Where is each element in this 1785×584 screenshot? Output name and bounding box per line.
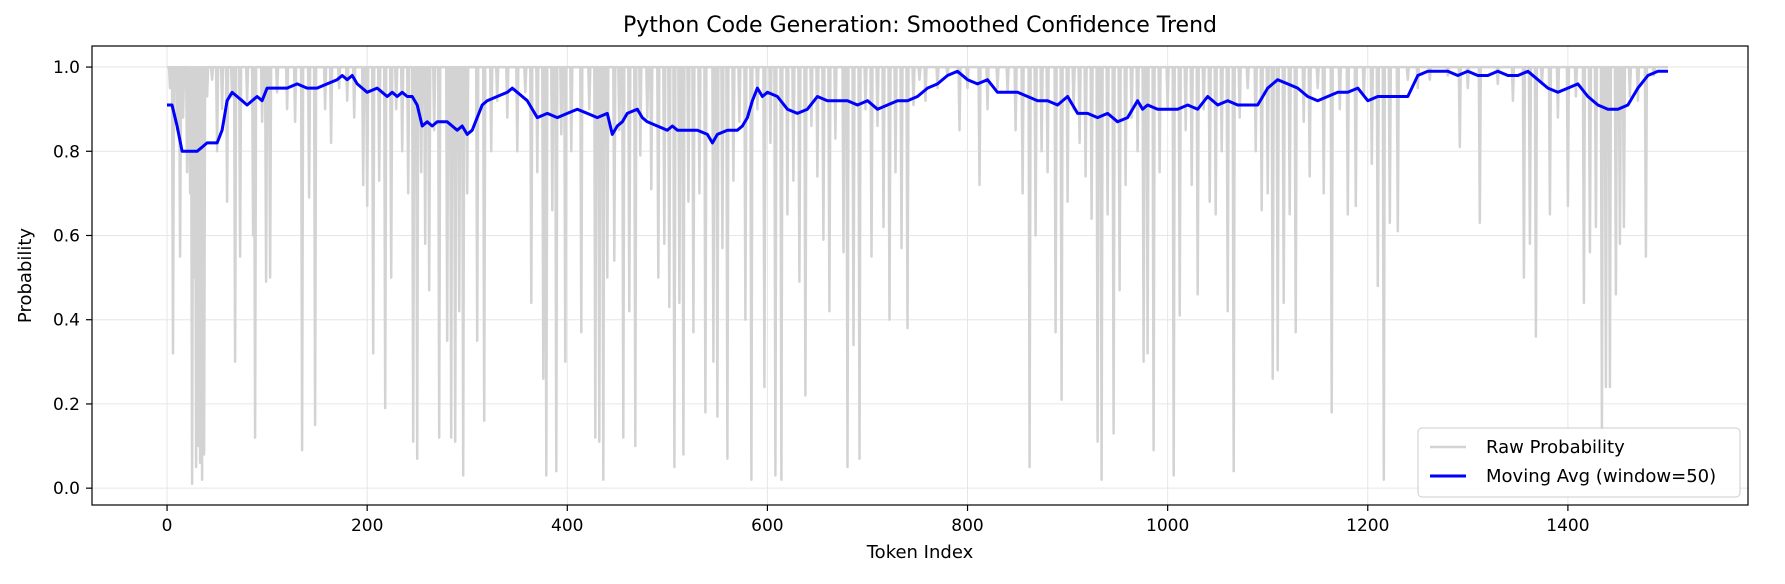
x-tick-label: 400 bbox=[551, 516, 583, 536]
y-tick-label: 1.0 bbox=[53, 58, 80, 78]
raw-probability-series bbox=[167, 65, 1668, 486]
x-tick-label: 1400 bbox=[1546, 516, 1589, 536]
x-tick-label: 0 bbox=[162, 516, 173, 536]
x-tick-label: 600 bbox=[751, 516, 783, 536]
y-tick-label: 0.8 bbox=[53, 142, 80, 162]
legend-label-raw: Raw Probability bbox=[1486, 437, 1625, 458]
y-tick-label: 0.6 bbox=[53, 226, 80, 246]
raw-probability-line bbox=[167, 65, 1668, 486]
chart-title: Python Code Generation: Smoothed Confide… bbox=[623, 13, 1217, 38]
plot-frame bbox=[91, 45, 1749, 506]
y-tick-label: 0.0 bbox=[53, 479, 80, 499]
x-tick-label: 800 bbox=[951, 516, 983, 536]
y-tick-label: 0.4 bbox=[53, 311, 80, 331]
legend-box bbox=[1417, 427, 1741, 498]
moving-average-series bbox=[167, 69, 1668, 153]
legend: Raw Probability Moving Avg (window=50) bbox=[1417, 427, 1741, 498]
x-axis-label: Token Index bbox=[866, 542, 974, 563]
y-axis-label: Probability bbox=[15, 228, 36, 323]
x-axis-ticks: 0 200 400 600 800 1000 1200 1400 bbox=[162, 505, 1590, 536]
x-tick-label: 1000 bbox=[1146, 516, 1189, 536]
legend-label-avg: Moving Avg (window=50) bbox=[1486, 466, 1716, 487]
x-tick-label: 1200 bbox=[1346, 516, 1389, 536]
x-tick-label: 200 bbox=[351, 516, 383, 536]
moving-average-line bbox=[167, 69, 1668, 153]
y-axis-ticks: 0.0 0.2 0.4 0.6 0.8 1.0 bbox=[53, 58, 92, 499]
y-tick-label: 0.2 bbox=[53, 395, 80, 415]
plot-area bbox=[91, 45, 1749, 506]
